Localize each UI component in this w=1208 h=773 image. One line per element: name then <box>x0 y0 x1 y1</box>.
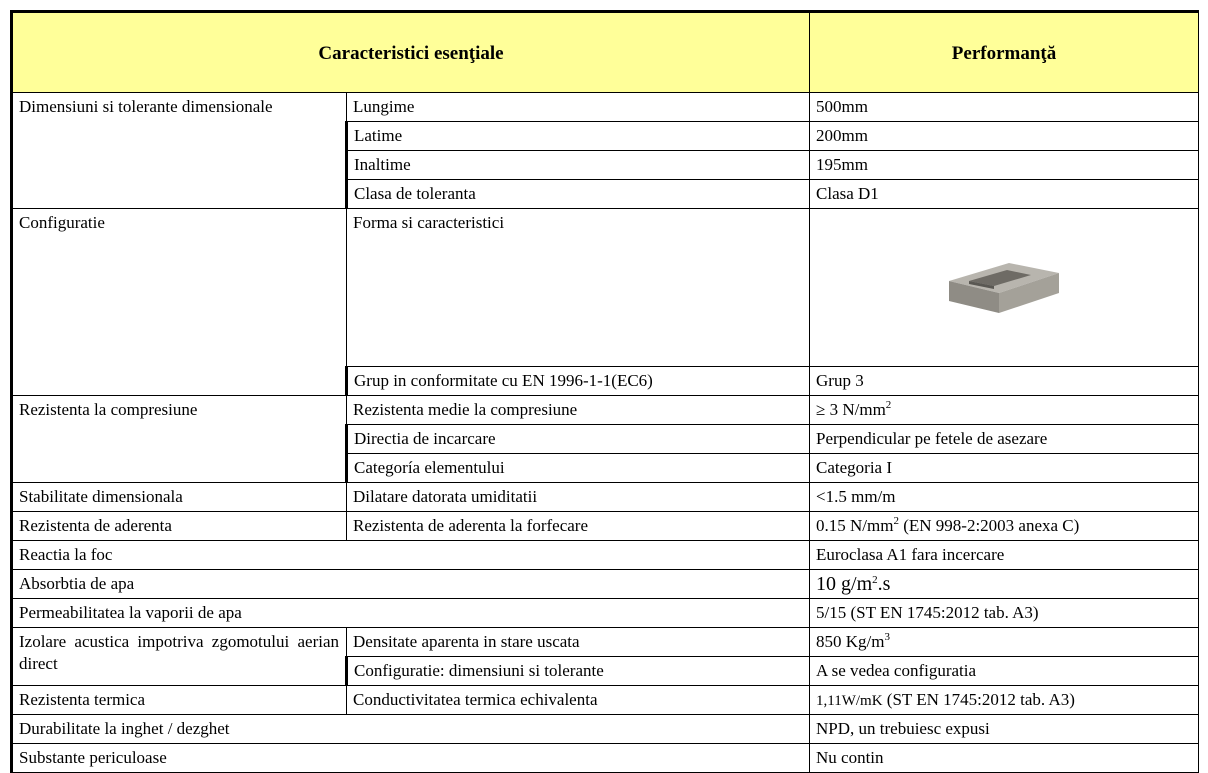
table-cell: Directia de incarcare <box>344 424 811 454</box>
table-cell: Performanţă <box>809 10 1200 93</box>
table-cell: 200mm <box>809 121 1200 151</box>
table-cell: Configuratie <box>10 208 347 396</box>
table-cell: 1,11W/mK (ST EN 1745:2012 tab. A3) <box>809 685 1200 715</box>
table-cell: 0.15 N/mm2 (EN 998-2:2003 anexa C) <box>809 511 1200 541</box>
cell-text: 0.15 N/mm <box>816 516 894 535</box>
table-cell: Caracteristici esenţiale <box>9 10 811 93</box>
table-row: Rezistenta de aderenta Rezistenta de ader… <box>10 511 1200 541</box>
table-cell: Grup in conformitate cu EN 1996-1-1(EC6) <box>344 366 811 396</box>
table-cell: Categoría elementului <box>344 453 811 483</box>
table-row: Reactia la foc Euroclasa A1 fara incercar… <box>9 540 1200 570</box>
table-cell: NPD, un trebuiesc expusi <box>809 714 1200 744</box>
table-cell: Durabilitate la inghet / dezghet <box>9 714 811 744</box>
table-cell: Latime <box>344 121 811 151</box>
table-row: Substante periculoase Nu contin <box>9 743 1200 773</box>
table-cell: A se vedea configuratia <box>809 656 1200 686</box>
table-cell: Perpendicular pe fetele de asezare <box>809 424 1200 454</box>
cell-text: 850 Kg/m <box>816 632 885 651</box>
cell-text: 2 <box>885 399 892 411</box>
block-image <box>949 263 1060 313</box>
table-cell: Inaltime <box>344 150 811 180</box>
table-cell: Rezistenta de aderenta <box>10 511 347 541</box>
table-cell: 5/15 (ST EN 1745:2012 tab. A3) <box>809 598 1200 628</box>
cell-text: 10 g/m <box>816 573 873 595</box>
table-cell: 500mm <box>809 92 1200 122</box>
cell-text: 3 <box>884 631 891 643</box>
table-cell: ≥ 3 N/mm2 <box>809 395 1200 425</box>
table-cell <box>809 208 1200 367</box>
table-row: Permeabilitatea la vaporii de apa 5/15 (S… <box>9 598 1200 628</box>
table-cell: 195mm <box>809 150 1200 180</box>
table-cell: Izolare acustica impotriva zgomotului ae… <box>10 627 347 686</box>
table-row: Rezistenta la compresiune Rezistenta medi… <box>10 395 1200 483</box>
table-cell: Euroclasa A1 fara incercare <box>809 540 1200 570</box>
table-row: Latime 200mm <box>12 121 1200 151</box>
table-cell: Grup 3 <box>809 366 1200 396</box>
table-cell: Lungime <box>345 92 811 122</box>
table-cell: Nu contin <box>809 743 1200 773</box>
table-row: Categoría elementului Categoria I <box>12 453 1200 483</box>
table-cell: Reactia la foc <box>9 540 811 570</box>
spec-table: Caracteristici esenţiale Performanţă Dim… <box>9 10 1200 773</box>
table-row: Absorbtia de apa 10 g/m2.s <box>9 569 1200 599</box>
table-cell: Forma si caracteristici <box>345 208 811 367</box>
table-row: Directia de incarcare Perpendicular pe fe… <box>12 424 1200 454</box>
table-row: Caracteristici esenţiale Performanţă <box>9 10 1200 93</box>
cell-text: 2 <box>893 515 899 527</box>
cell-text: (ST EN 1745:2012 tab. A3) <box>882 690 1075 709</box>
table-cell: Conductivitatea termica echivalenta <box>345 685 811 715</box>
table-cell: Configuratie: dimensiuni si tolerante <box>344 656 811 686</box>
table-row: Dimensiuni si tolerante dimensionale Lung… <box>10 92 1200 209</box>
table-cell: Permeabilitatea la vaporii de apa <box>9 598 811 628</box>
table-row: Grup in conformitate cu EN 1996-1-1(EC6)… <box>12 366 1200 396</box>
table-cell: Rezistenta medie la compresiune <box>345 395 811 425</box>
table-cell: 10 g/m2.s <box>809 569 1200 599</box>
cell-text: .s <box>877 573 891 595</box>
table-cell: Dimensiuni si tolerante dimensionale <box>10 92 347 209</box>
table-cell: Stabilitate dimensionala <box>10 482 347 512</box>
table-cell: Substante periculoase <box>9 743 811 773</box>
table-row: Clasa de toleranta Clasa D1 <box>12 179 1200 209</box>
table-cell: Dilatare datorata umiditatii <box>345 482 811 512</box>
table-cell: <1.5 mm/m <box>809 482 1200 512</box>
table-row: Izolare acustica impotriva zgomotului ae… <box>10 627 1200 686</box>
table-cell: Rezistenta de aderenta la forfecare <box>345 511 811 541</box>
table-row: Configuratie: dimensiuni si tolerante A s… <box>12 656 1200 686</box>
table-cell: Clasa de toleranta <box>344 179 811 209</box>
table-cell: Absorbtia de apa <box>9 569 811 599</box>
table-row: Configuratie Forma si caracteristici <box>10 208 1200 396</box>
table-cell: Rezistenta termica <box>10 685 347 715</box>
table-row: Rezistenta termica Conductivitatea termic… <box>10 685 1200 715</box>
cell-text: 2 <box>872 574 878 586</box>
table-cell: Rezistenta la compresiune <box>10 395 347 483</box>
table-cell: Categoria I <box>809 453 1200 483</box>
table-row: Durabilitate la inghet / dezghet NPD, un … <box>9 714 1200 744</box>
cell-text: ≥ 3 N/mm <box>816 400 886 419</box>
table-row: Inaltime 195mm <box>12 150 1200 180</box>
cell-text: 1,11W/mK <box>816 693 883 709</box>
table-cell: Densitate aparenta in stare uscata <box>345 627 811 657</box>
table-cell: 850 Kg/m3 <box>809 627 1200 657</box>
table-row: Stabilitate dimensionala Dilatare datorat… <box>10 482 1200 512</box>
table-cell: Clasa D1 <box>809 179 1200 209</box>
cell-text: (EN 998-2:2003 anexa C) <box>898 516 1080 535</box>
